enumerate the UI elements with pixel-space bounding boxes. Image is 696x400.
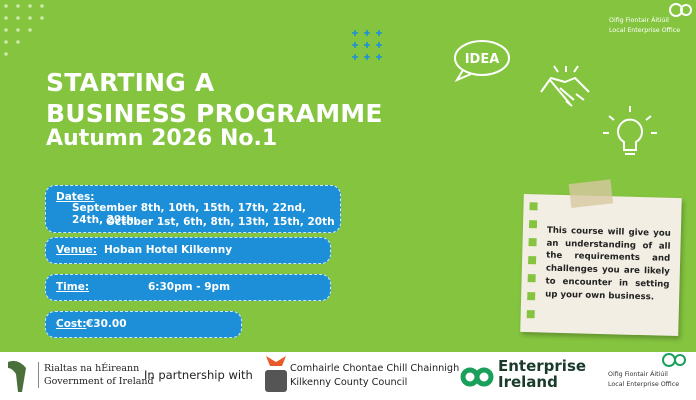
dates-line: September 8th, 10th, 15th, 17th, 22nd, 2… bbox=[72, 202, 307, 226]
ei-line2: Ireland bbox=[498, 373, 558, 391]
council-crest bbox=[265, 356, 287, 392]
plus-grid bbox=[352, 30, 382, 60]
footer: Rialtas na hÉireann Government of Irelan… bbox=[0, 352, 696, 400]
harp-logo bbox=[8, 360, 26, 392]
note-text: This course will give you an understandi… bbox=[545, 225, 671, 302]
gov-english: Government of Ireland bbox=[44, 376, 154, 387]
time-label: Time: bbox=[56, 281, 90, 293]
tape bbox=[568, 179, 614, 209]
ei-logo bbox=[460, 367, 494, 387]
subtitle: Autumn 2026 No.1 bbox=[46, 126, 278, 151]
dot-grid bbox=[4, 4, 44, 56]
bulb-icon bbox=[603, 106, 657, 155]
venue-value: Hoban Hotel Kilkenny bbox=[104, 244, 233, 256]
leo-text-bottom: Oifig Fiontair Áitiúil Local Enterprise … bbox=[608, 370, 679, 390]
title-line-2: BUSINESS PROGRAMME bbox=[46, 99, 383, 128]
handshake-icon bbox=[540, 65, 590, 107]
gov-irish: Rialtas na hÉireann bbox=[44, 363, 140, 374]
time-box: Time: 6:30pm - 9pm bbox=[45, 274, 331, 301]
council-english: Kilkenny County Council bbox=[290, 377, 408, 388]
dates-box: Dates: September 8th, 10th, 15th, 17th, … bbox=[45, 185, 341, 233]
ei-text: Enterprise Ireland bbox=[498, 358, 586, 390]
note-squares bbox=[526, 202, 538, 319]
title-line-1: STARTING A bbox=[46, 68, 215, 97]
time-value: 6:30pm - 9pm bbox=[148, 281, 231, 293]
cost-box: Cost: €30.00 bbox=[45, 311, 242, 338]
leo-irish: Oifig Fiontair Áitiúil bbox=[608, 371, 668, 378]
leo-logo-top bbox=[669, 3, 692, 17]
partnership: In partnership with bbox=[144, 368, 253, 382]
cost-label: Cost: bbox=[56, 318, 87, 330]
dates-label: Dates: bbox=[56, 191, 95, 203]
leo-text-top: Oifig Fiontair Áitiúil Local Enterprise … bbox=[609, 16, 680, 36]
ei-line1: Enterprise bbox=[498, 357, 587, 375]
leo-irish: Oifig Fiontair Áitiúil bbox=[609, 17, 669, 24]
decorations: IDEA bbox=[4, 3, 692, 155]
idea-text: IDEA bbox=[465, 52, 500, 67]
cost-value: €30.00 bbox=[86, 318, 127, 330]
leo-english: Local Enterprise Office bbox=[609, 27, 681, 34]
leo-logo-bottom bbox=[662, 353, 686, 367]
note-paper: This course will give you an understandi… bbox=[520, 179, 682, 337]
leo-english: Local Enterprise Office bbox=[608, 381, 680, 388]
council-text: Comhairle Chontae Chill Chainnigh Kilken… bbox=[290, 362, 459, 390]
council-irish: Comhairle Chontae Chill Chainnigh bbox=[290, 363, 460, 374]
venue-label: Venue: bbox=[56, 244, 97, 256]
dates-line: October 1st, 6th, 8th, 13th, 15th, 20th bbox=[106, 216, 335, 228]
venue-box: Venue: Hoban Hotel Kilkenny bbox=[45, 237, 331, 264]
gov-logo-text: Rialtas na hÉireann Government of Irelan… bbox=[38, 362, 154, 388]
idea-icon bbox=[454, 40, 510, 83]
